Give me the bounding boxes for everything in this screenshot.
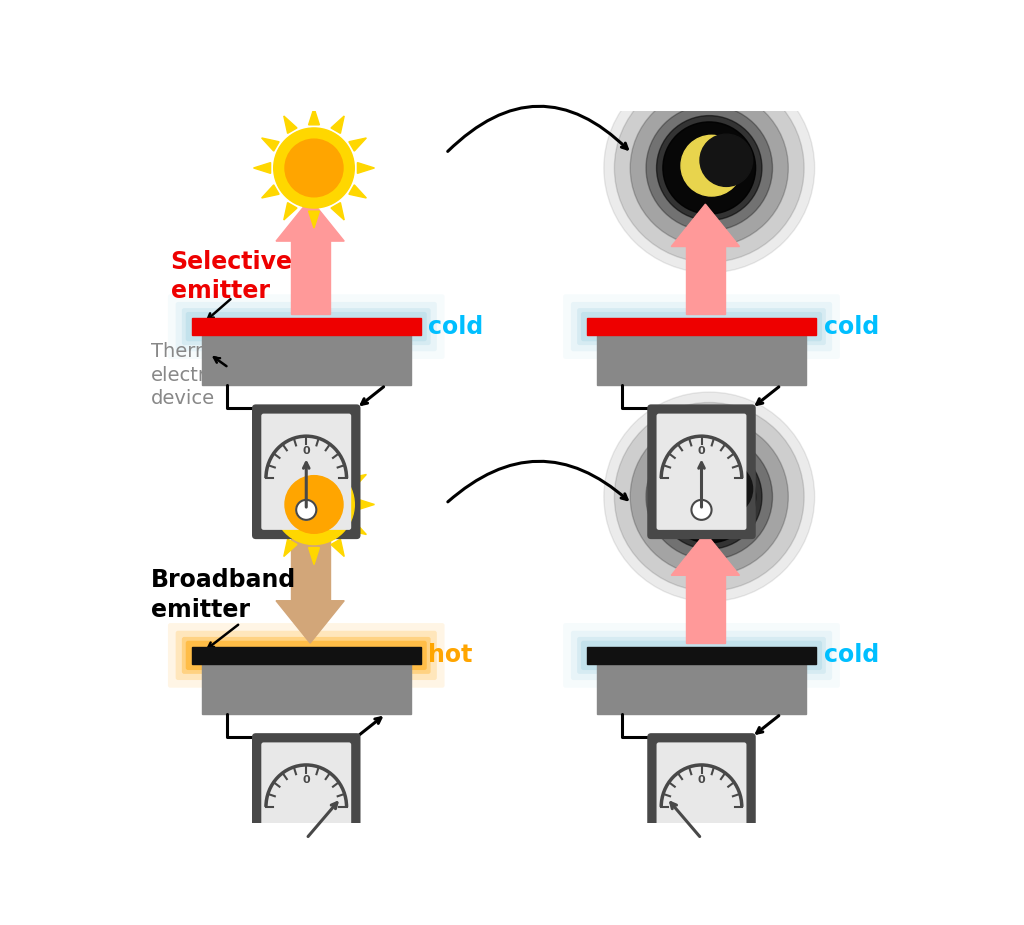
Circle shape <box>285 139 343 197</box>
FancyBboxPatch shape <box>252 734 360 868</box>
Polygon shape <box>331 539 344 557</box>
Polygon shape <box>349 138 367 151</box>
Circle shape <box>296 829 316 848</box>
FancyBboxPatch shape <box>185 641 427 670</box>
Text: 0: 0 <box>302 446 310 456</box>
FancyBboxPatch shape <box>647 734 756 868</box>
Text: 0: 0 <box>302 774 310 784</box>
Text: Selective
emitter: Selective emitter <box>171 250 293 303</box>
Circle shape <box>614 74 804 262</box>
FancyBboxPatch shape <box>168 294 444 359</box>
Circle shape <box>700 462 753 515</box>
Polygon shape <box>308 548 319 564</box>
Polygon shape <box>262 138 280 151</box>
Text: 0: 0 <box>697 774 706 784</box>
Circle shape <box>656 116 762 220</box>
Bar <box>597 335 806 385</box>
Circle shape <box>285 475 343 534</box>
Polygon shape <box>262 475 280 487</box>
Text: cold: cold <box>823 644 879 668</box>
Polygon shape <box>672 533 739 575</box>
FancyBboxPatch shape <box>252 404 360 539</box>
FancyBboxPatch shape <box>182 308 431 345</box>
Polygon shape <box>284 116 297 133</box>
FancyBboxPatch shape <box>168 623 444 687</box>
Circle shape <box>630 418 788 575</box>
FancyBboxPatch shape <box>647 404 756 539</box>
FancyBboxPatch shape <box>656 743 746 858</box>
Bar <box>291 238 330 314</box>
Circle shape <box>663 450 756 543</box>
FancyBboxPatch shape <box>176 302 437 352</box>
Polygon shape <box>349 185 367 198</box>
FancyBboxPatch shape <box>563 623 840 687</box>
Polygon shape <box>284 203 297 220</box>
Bar <box>202 664 411 714</box>
Circle shape <box>273 464 354 545</box>
FancyBboxPatch shape <box>571 631 833 680</box>
FancyBboxPatch shape <box>581 641 822 670</box>
FancyBboxPatch shape <box>261 743 351 858</box>
Polygon shape <box>308 211 319 228</box>
Bar <box>686 572 725 643</box>
FancyBboxPatch shape <box>176 631 437 680</box>
Polygon shape <box>357 163 375 173</box>
Circle shape <box>691 500 712 520</box>
Polygon shape <box>349 475 367 487</box>
Circle shape <box>604 63 815 273</box>
Circle shape <box>646 434 772 560</box>
Circle shape <box>630 90 788 247</box>
Polygon shape <box>349 522 367 535</box>
Text: 0: 0 <box>697 446 706 456</box>
FancyBboxPatch shape <box>563 294 840 359</box>
Circle shape <box>273 128 354 208</box>
Polygon shape <box>276 199 344 241</box>
Polygon shape <box>262 522 280 535</box>
Bar <box>191 647 421 664</box>
Polygon shape <box>276 600 344 643</box>
Bar <box>202 335 411 385</box>
Circle shape <box>681 135 742 196</box>
Polygon shape <box>254 500 270 510</box>
Bar <box>587 647 816 664</box>
Text: hot: hot <box>428 644 473 668</box>
Polygon shape <box>284 452 297 470</box>
Text: Broadband
emitter: Broadband emitter <box>152 569 297 623</box>
FancyBboxPatch shape <box>578 637 826 674</box>
Polygon shape <box>308 444 319 462</box>
Circle shape <box>700 134 753 187</box>
Circle shape <box>604 392 815 601</box>
Circle shape <box>614 402 804 591</box>
Circle shape <box>656 444 762 549</box>
FancyBboxPatch shape <box>656 413 746 530</box>
Bar <box>191 318 421 335</box>
Polygon shape <box>262 185 280 198</box>
Bar <box>291 533 330 605</box>
FancyBboxPatch shape <box>578 308 826 345</box>
FancyBboxPatch shape <box>261 413 351 530</box>
Polygon shape <box>331 203 344 220</box>
Text: cold: cold <box>428 314 483 339</box>
Polygon shape <box>331 116 344 133</box>
Polygon shape <box>308 108 319 125</box>
Circle shape <box>663 122 756 214</box>
FancyBboxPatch shape <box>182 637 431 674</box>
Circle shape <box>691 829 712 848</box>
Circle shape <box>646 105 772 231</box>
FancyBboxPatch shape <box>571 302 833 352</box>
Polygon shape <box>284 539 297 557</box>
Polygon shape <box>254 163 270 173</box>
FancyBboxPatch shape <box>581 312 822 341</box>
Polygon shape <box>672 204 739 247</box>
Bar <box>597 664 806 714</box>
Polygon shape <box>357 500 375 510</box>
Polygon shape <box>331 452 344 470</box>
Circle shape <box>681 464 742 524</box>
Text: Thermo-
electric
device: Thermo- electric device <box>152 342 233 409</box>
Bar <box>686 242 725 314</box>
FancyBboxPatch shape <box>185 312 427 341</box>
Bar <box>587 318 816 335</box>
Text: cold: cold <box>823 314 879 339</box>
Circle shape <box>296 500 316 520</box>
